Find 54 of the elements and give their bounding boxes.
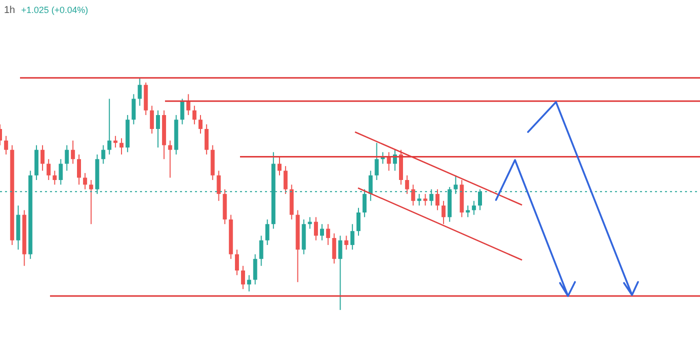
chart-subtitle: +1.025 (+0.04%) [21, 5, 88, 15]
candlestick [4, 135, 8, 155]
candlestick [362, 188, 367, 218]
candlestick [435, 188, 440, 211]
candlestick [156, 110, 160, 148]
candlestick [186, 94, 190, 116]
candlestick [320, 224, 324, 241]
candlestick [52, 170, 57, 186]
candlestick [241, 265, 246, 290]
candlestick [332, 232, 336, 264]
candlestick [417, 193, 422, 206]
candlestick [89, 180, 94, 225]
candlestick [40, 144, 45, 172]
candlestick [472, 200, 476, 216]
candlestick [326, 224, 330, 246]
candlestick [386, 152, 391, 172]
candlestick [259, 235, 264, 266]
candlestick [265, 218, 270, 246]
candlestick [70, 140, 75, 164]
candlestick [442, 200, 446, 225]
candlestick [168, 140, 172, 178]
candlestick [46, 158, 51, 181]
candlestick [411, 184, 416, 206]
candlestick [101, 144, 106, 164]
candlestick [120, 138, 124, 155]
candlestick [374, 142, 379, 181]
candlestick [58, 158, 63, 186]
candlestick [76, 154, 81, 186]
candlestick [204, 124, 209, 155]
candlestick [192, 105, 196, 125]
candlestick [344, 235, 348, 250]
candlestick [107, 98, 112, 155]
candlestick [64, 144, 69, 172]
candlestick [356, 207, 360, 236]
candlestick [350, 224, 354, 250]
candlestick [150, 105, 154, 134]
candlestick [132, 94, 136, 125]
candlestick [338, 235, 342, 310]
candlestick [180, 98, 184, 125]
candlestick [253, 254, 258, 285]
chart-title: 1h [4, 4, 16, 16]
candlestick [216, 170, 221, 202]
candlestick [314, 216, 318, 241]
candlestick [423, 193, 428, 206]
candlestick [198, 114, 203, 134]
candlestick [113, 135, 118, 148]
candlestick [405, 174, 410, 194]
candlestick [247, 274, 252, 292]
candlestick [234, 249, 239, 276]
candlestick [138, 77, 142, 106]
candlestick [466, 205, 470, 218]
candlestick [83, 172, 88, 190]
candlestick [284, 166, 288, 194]
candlestick [277, 156, 282, 176]
